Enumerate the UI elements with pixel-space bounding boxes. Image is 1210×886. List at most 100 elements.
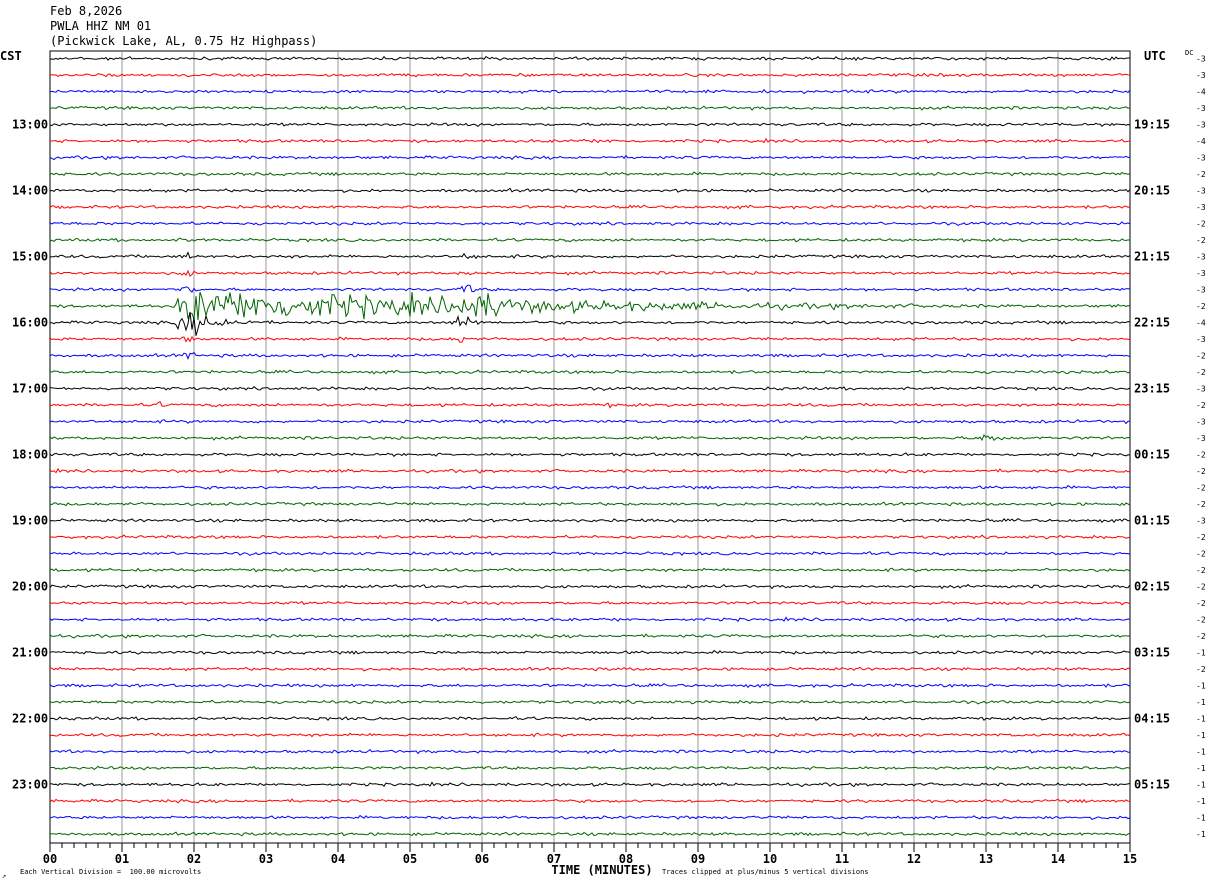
seismic-trace	[49, 434, 1131, 442]
seismic-trace	[49, 401, 1131, 409]
dc-offset-label: -3	[1196, 154, 1206, 163]
seismic-trace	[49, 269, 1131, 277]
dc-offset-label: -2	[1196, 632, 1206, 641]
dc-offset-label: -2	[1196, 599, 1206, 608]
seismic-trace	[49, 600, 1131, 606]
dc-offset-label: -3	[1196, 335, 1206, 344]
header-date: Feb 8,2026	[50, 4, 123, 18]
x-tick-label: 04	[331, 852, 345, 866]
header-location: (Pickwick Lake, AL, 0.75 Hz Highpass)	[50, 34, 318, 48]
dc-offset-label: -2	[1196, 170, 1206, 179]
dc-offset-label: -4	[1196, 88, 1206, 97]
right-hour-label: 01:15	[1134, 514, 1170, 528]
x-tick-label: 08	[619, 852, 633, 866]
dc-offset-label: -3	[1196, 71, 1206, 80]
dc-offset-label: -2	[1196, 484, 1206, 493]
seismic-trace	[49, 666, 1131, 672]
dc-offset-label: -3	[1196, 434, 1206, 443]
x-tick-label: 14	[1051, 852, 1065, 866]
seismic-trace	[49, 716, 1131, 721]
left-hour-label: 15:00	[12, 250, 48, 264]
seismic-trace	[49, 452, 1131, 458]
seismic-trace	[49, 386, 1131, 391]
seismic-trace	[49, 221, 1131, 226]
seismic-trace	[49, 154, 1130, 161]
seismic-trace	[49, 649, 1131, 655]
seismic-trace	[49, 335, 1131, 343]
right-hour-label: 23:15	[1134, 382, 1170, 396]
header-station: PWLA HHZ NM 01	[50, 19, 152, 33]
dc-offset-label: -4	[1196, 137, 1206, 146]
seismic-trace	[49, 583, 1131, 590]
dc-offset-label: -1	[1196, 830, 1206, 839]
corner-mark: ↗	[2, 872, 7, 880]
dc-offset-label: -1	[1196, 814, 1206, 823]
dc-offset-label: -2	[1196, 451, 1206, 460]
seismic-trace	[49, 137, 1131, 144]
seismic-trace	[49, 88, 1131, 95]
plot-frame	[49, 50, 1131, 844]
x-tick-label: 01	[115, 852, 129, 866]
left-hour-label: 16:00	[12, 316, 48, 330]
left-hour-label: 21:00	[12, 646, 48, 660]
dc-offset-label: -3	[1196, 121, 1206, 130]
seismic-trace	[49, 484, 1131, 490]
dc-offset-label: -1	[1196, 781, 1206, 790]
dc-offset-label: -2	[1196, 550, 1206, 559]
left-timezone-label: CST	[0, 49, 22, 63]
seismic-trace	[49, 105, 1131, 111]
seismic-trace	[49, 284, 1131, 293]
dc-offset-label: -1	[1196, 682, 1206, 691]
seismic-trace	[49, 682, 1131, 689]
dc-offset-label: -4	[1196, 319, 1206, 328]
dc-offset-label: -2	[1196, 665, 1206, 674]
left-hour-label: 17:00	[12, 382, 48, 396]
seismic-trace	[49, 351, 1131, 360]
x-tick-label: 05	[403, 852, 417, 866]
x-tick-label: 02	[187, 852, 201, 866]
dc-offset-label: -1	[1196, 748, 1206, 757]
right-hour-label: 19:15	[1134, 118, 1170, 132]
dc-offset-label: -2	[1196, 500, 1206, 509]
seismic-trace	[49, 699, 1131, 705]
seismic-trace	[49, 798, 1131, 804]
dc-offset-label: -1	[1196, 649, 1206, 658]
clip-note: Traces clipped at plus/minus 5 vertical …	[662, 868, 869, 876]
x-axis-label: TIME (MINUTES)	[551, 863, 652, 877]
dc-offset-label: -2	[1196, 583, 1206, 592]
dc-offset-label: -1	[1196, 731, 1206, 740]
left-hour-label: 13:00	[12, 118, 48, 132]
seismic-trace	[49, 551, 1131, 556]
seismic-trace	[49, 831, 1131, 837]
seismic-trace	[49, 251, 1131, 260]
seismic-trace	[50, 291, 1131, 321]
seismic-trace	[49, 171, 1131, 177]
left-hour-label: 23:00	[12, 778, 48, 792]
seismic-trace	[49, 814, 1131, 821]
dc-offset-label: -3	[1196, 269, 1206, 278]
dc-offset-label: -3	[1196, 203, 1206, 212]
dc-offset-label: -2	[1196, 302, 1206, 311]
seismic-trace	[49, 765, 1131, 771]
right-hour-label: 03:15	[1134, 646, 1170, 660]
seismic-trace	[49, 501, 1131, 507]
dc-offset-label: -2	[1196, 368, 1206, 377]
x-tick-label: 07	[547, 852, 561, 866]
right-hour-label: 04:15	[1134, 712, 1170, 726]
dc-offset-label: -2	[1196, 616, 1206, 625]
seismic-trace	[49, 732, 1131, 738]
right-hour-label: 00:15	[1134, 448, 1170, 462]
x-tick-label: 11	[835, 852, 849, 866]
dc-offset-label: -3	[1196, 385, 1206, 394]
seismic-trace	[49, 534, 1131, 540]
seismic-trace	[49, 369, 1131, 375]
seismic-trace	[49, 122, 1131, 128]
seismic-trace	[49, 55, 1130, 62]
seismic-trace	[49, 419, 1130, 425]
left-hour-label: 22:00	[12, 712, 48, 726]
dc-offset-label: -1	[1196, 764, 1206, 773]
dc-offset-label: -1	[1196, 698, 1206, 707]
seismic-trace	[49, 633, 1131, 639]
seismic-trace	[49, 517, 1131, 524]
dc-offset-label: -1	[1196, 715, 1206, 724]
